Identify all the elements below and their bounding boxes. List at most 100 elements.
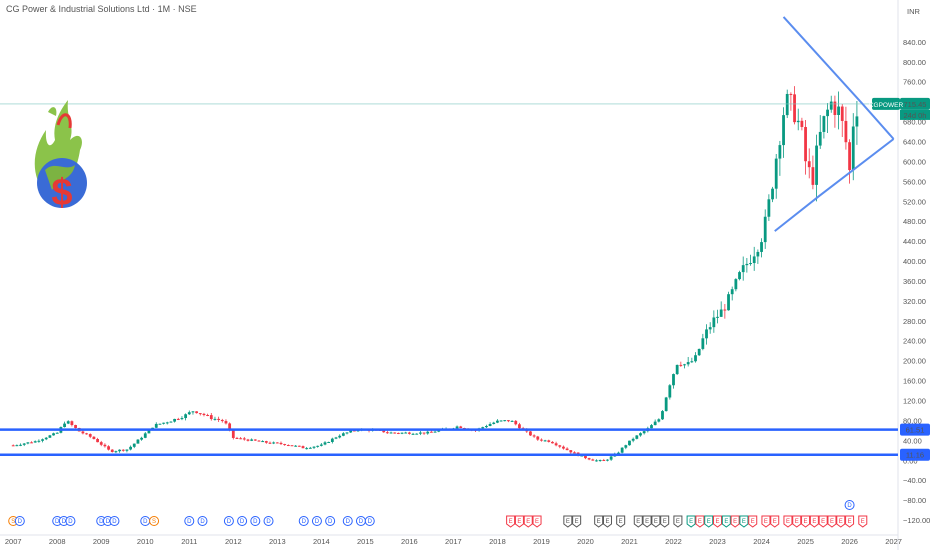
earnings-event-marker[interactable]: E [739,515,749,528]
earnings-event-marker[interactable]: E [792,515,802,528]
dividend-event-marker[interactable]: D [250,516,261,526]
earnings-event-marker[interactable]: E [642,515,652,528]
candle-body [800,120,804,127]
earnings-event-marker[interactable]: E [572,515,582,528]
candle-body [338,435,342,438]
candle-body [180,418,184,420]
earnings-event-flag [809,515,819,528]
dividend-event-marker[interactable]: D [223,516,234,526]
candle-body [789,93,793,95]
earnings-event-glyph: E [786,519,790,525]
candle-body [782,115,785,146]
y-tick-label: 120.00 [903,396,926,405]
candle-body [763,216,767,243]
dividend-event-circle [184,516,195,526]
x-tick-label: 2007 [5,537,22,546]
earnings-event-marker[interactable]: E [532,515,542,528]
earnings-event-marker[interactable]: E [748,515,758,528]
earnings-event-marker[interactable]: E [730,515,740,528]
candle-body [529,431,532,436]
candle-body [499,420,503,422]
earnings-event-marker[interactable]: E [704,515,714,528]
triangle-upper-trendline[interactable] [782,16,895,140]
dividend-event-marker[interactable]: D [325,516,336,526]
candle-body [584,455,587,459]
svg-text:$: $ [51,172,72,214]
earnings-event-marker[interactable]: E [523,515,533,528]
earnings-event-glyph: E [830,519,834,525]
earnings-event-marker[interactable]: E [514,515,524,528]
dividend-event-marker[interactable]: D [263,516,274,526]
candle-body [540,439,543,441]
earnings-event-marker[interactable]: E [845,515,855,528]
earnings-event-marker[interactable]: E [651,515,661,528]
candle-body [793,94,796,123]
earnings-event-marker[interactable]: E [836,515,846,528]
x-tick-label: 2011 [181,537,197,546]
candle-body [771,188,774,200]
candle-body [268,442,272,444]
y-tick-label: 800.00 [903,58,926,67]
earnings-event-marker[interactable]: E [616,515,626,528]
earnings-event-marker[interactable]: E [761,515,771,528]
candle-body [85,433,88,435]
candle-body [206,414,210,416]
triangle-lower-trendline[interactable] [774,138,895,232]
candle-body [675,364,679,375]
dividend-event-marker[interactable]: D [197,516,208,526]
dividend-event-marker[interactable]: D [342,516,353,526]
earnings-event-marker[interactable]: E [713,515,723,528]
dividend-event-marker[interactable]: D [311,516,322,526]
candle-body [510,420,514,422]
dividend-event-marker[interactable]: D [355,516,366,526]
candle-body [19,444,22,446]
earnings-event-marker[interactable]: E [633,515,643,528]
x-tick-label: 2026 [841,537,858,546]
y-tick-label: 600.00 [903,157,926,166]
candle-body [264,441,268,443]
earnings-event-glyph: E [773,519,777,525]
earnings-event-marker[interactable]: E [801,515,811,528]
earnings-event-marker[interactable]: E [563,515,573,528]
dividend-event-marker[interactable]: D [184,516,195,526]
dividend-event-marker[interactable]: D [140,516,151,526]
dividend-event-glyph: D [200,519,205,525]
x-tick-label: 2015 [357,537,374,546]
candle-body [598,460,602,462]
dividend-event-marker[interactable]: S [149,516,160,526]
earnings-event-marker[interactable]: E [686,515,696,528]
earnings-event-flag [818,515,828,528]
earnings-event-marker[interactable]: E [594,515,604,528]
dividend-event-marker[interactable]: D [109,516,120,526]
dividend-event-marker[interactable]: D [237,516,248,526]
earnings-event-marker[interactable]: E [783,515,793,528]
earnings-event-marker[interactable]: E [818,515,828,528]
price-axis-label: 61.51 [900,423,930,436]
upcoming-dividend-marker[interactable]: D [844,500,855,510]
candle-body [96,439,99,443]
countdown-box [900,109,930,120]
earnings-event-marker[interactable]: E [506,515,516,528]
earnings-event-marker[interactable]: E [809,515,819,528]
earnings-event-marker[interactable]: E [673,515,683,528]
earnings-event-marker[interactable]: E [695,515,705,528]
earnings-event-marker[interactable]: E [721,515,731,528]
earnings-event-marker[interactable]: E [660,515,670,528]
earnings-event-marker[interactable]: E [770,515,780,528]
candle-body [719,309,723,317]
candle-body [228,423,232,430]
dividend-event-marker[interactable]: D [364,516,375,526]
candle-body [184,414,188,419]
dividend-event-marker[interactable]: D [65,516,76,526]
dividend-event-circle [311,516,322,526]
candle-body [191,411,195,413]
candle-body [668,385,672,398]
dividend-event-marker[interactable]: D [14,516,25,526]
earnings-event-marker[interactable]: E [602,515,612,528]
dividend-event-marker[interactable]: D [298,516,309,526]
earnings-event-marker[interactable]: E [858,515,868,528]
earnings-event-marker[interactable]: E [827,515,837,528]
candle-body [48,435,52,438]
dividend-event-glyph: D [62,519,67,525]
